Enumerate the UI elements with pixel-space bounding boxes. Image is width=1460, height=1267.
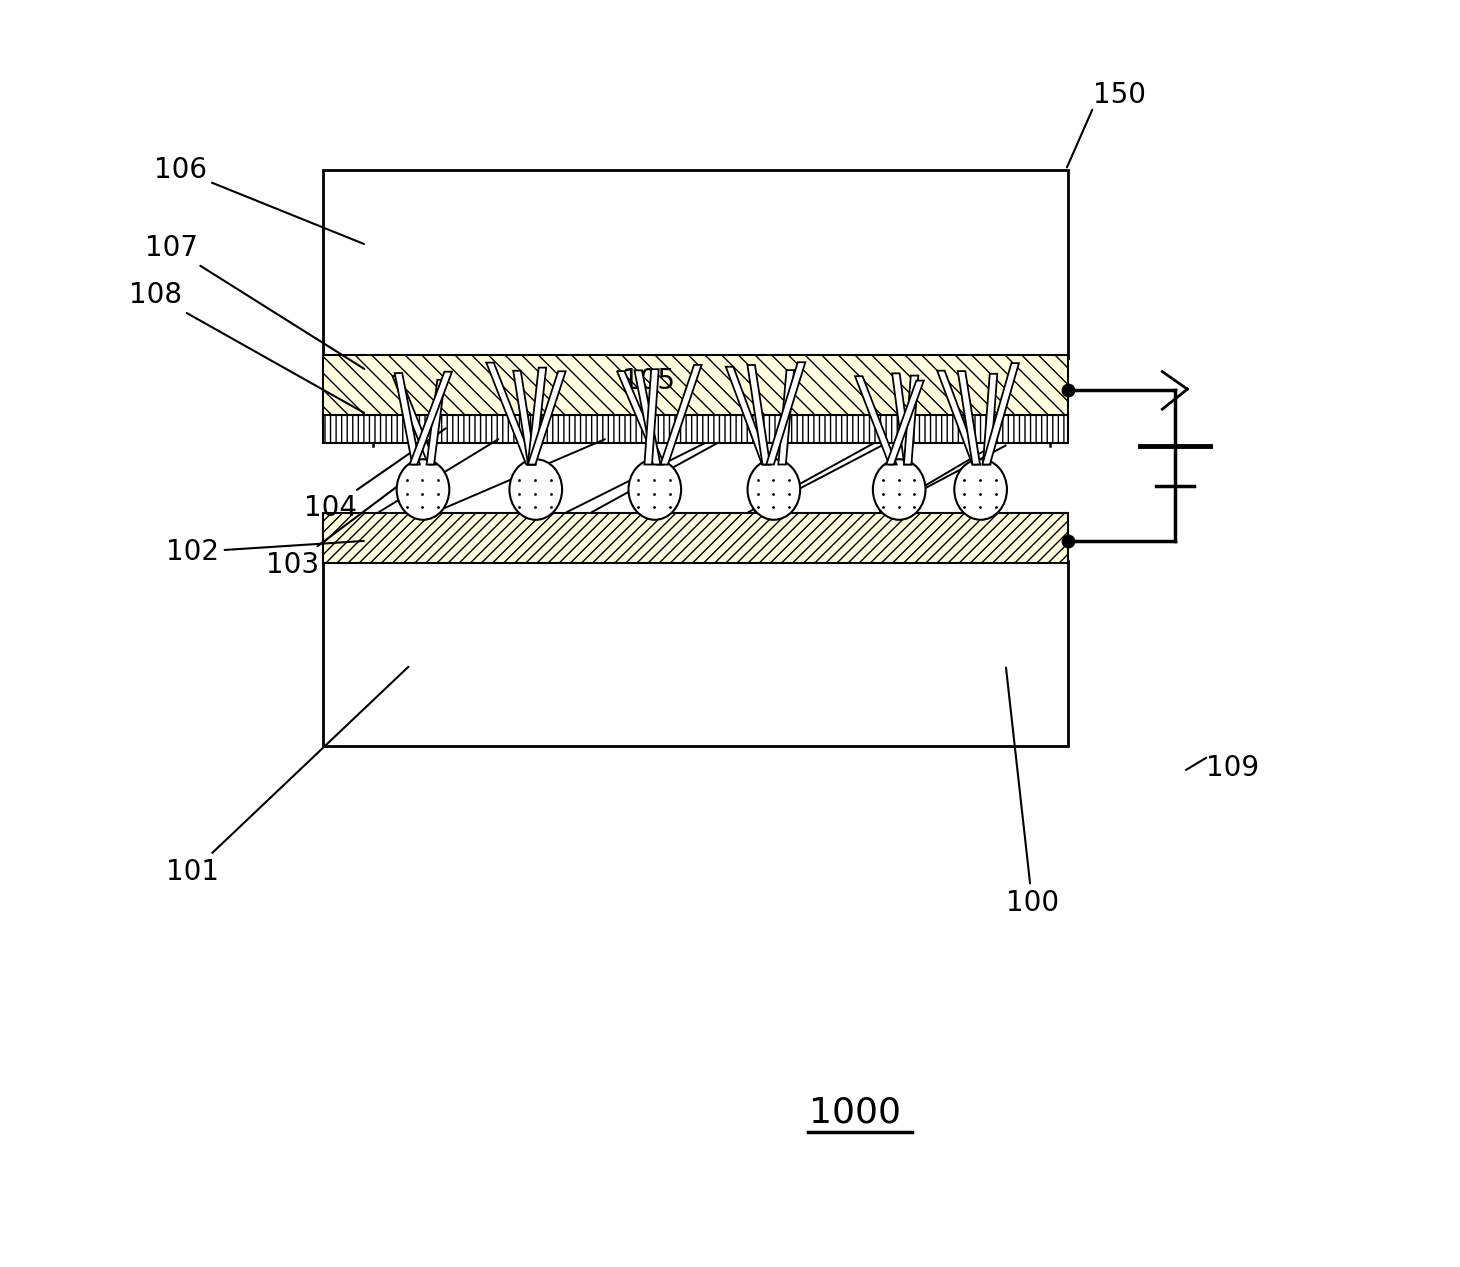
Polygon shape bbox=[748, 365, 769, 465]
Text: 108: 108 bbox=[128, 281, 364, 413]
Polygon shape bbox=[892, 374, 911, 465]
Text: 100: 100 bbox=[1006, 668, 1058, 917]
Polygon shape bbox=[983, 364, 1019, 465]
Ellipse shape bbox=[873, 459, 926, 519]
Bar bbox=[323, 561, 1069, 746]
Text: 105: 105 bbox=[622, 367, 675, 395]
Text: 109: 109 bbox=[1206, 754, 1260, 782]
Bar bbox=[323, 355, 1069, 418]
Polygon shape bbox=[426, 380, 445, 465]
Polygon shape bbox=[394, 372, 420, 465]
Polygon shape bbox=[937, 371, 980, 465]
Ellipse shape bbox=[748, 459, 800, 519]
Polygon shape bbox=[766, 362, 806, 465]
Bar bbox=[323, 416, 1069, 443]
Bar bbox=[323, 170, 1069, 357]
Polygon shape bbox=[514, 371, 536, 465]
Text: 102: 102 bbox=[166, 538, 364, 566]
Text: 104: 104 bbox=[304, 428, 445, 522]
Polygon shape bbox=[904, 375, 918, 465]
Polygon shape bbox=[726, 366, 769, 465]
Polygon shape bbox=[529, 367, 546, 465]
Polygon shape bbox=[856, 376, 896, 465]
Polygon shape bbox=[886, 380, 924, 465]
Polygon shape bbox=[958, 371, 980, 465]
Text: 106: 106 bbox=[153, 156, 364, 245]
Polygon shape bbox=[635, 370, 660, 465]
Ellipse shape bbox=[628, 459, 682, 519]
Polygon shape bbox=[618, 371, 664, 465]
Polygon shape bbox=[393, 376, 435, 465]
Polygon shape bbox=[486, 362, 534, 465]
Polygon shape bbox=[529, 371, 565, 465]
Ellipse shape bbox=[510, 459, 562, 519]
Ellipse shape bbox=[397, 459, 450, 519]
Ellipse shape bbox=[955, 459, 1007, 519]
Polygon shape bbox=[644, 369, 658, 465]
Bar bbox=[323, 513, 1069, 564]
Text: 150: 150 bbox=[1094, 81, 1146, 109]
Text: 1000: 1000 bbox=[809, 1095, 901, 1129]
Polygon shape bbox=[983, 374, 997, 465]
Text: 107: 107 bbox=[145, 233, 364, 369]
Text: 103: 103 bbox=[266, 466, 425, 579]
Polygon shape bbox=[778, 370, 794, 465]
Text: 101: 101 bbox=[166, 666, 409, 886]
Polygon shape bbox=[660, 365, 702, 465]
Polygon shape bbox=[410, 371, 453, 465]
